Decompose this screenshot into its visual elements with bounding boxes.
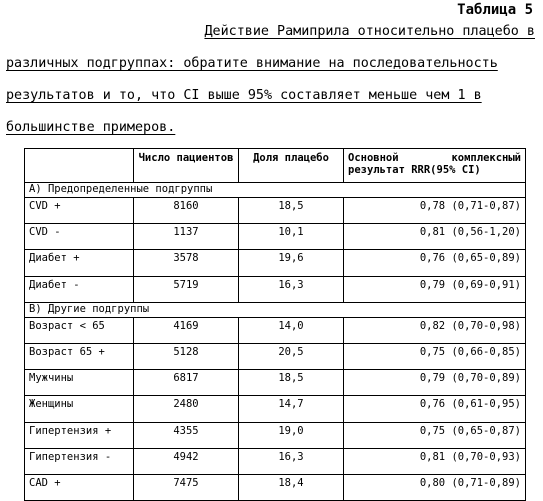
subgroup-name: Возраст 65 + [24,342,134,371]
rrr-result: 0,81 (0,70-0,93) [343,447,526,475]
section-row: B) Другие подгруппы [24,301,526,318]
header-row: Число пациентов Доля плацебо Основной ко… [24,148,526,183]
caption-line-3: результатов и то, что CI выше 95% состав… [6,88,482,103]
patients-count: 5719 [133,275,239,303]
header-result: Основной комплексный результат RRR(95% C… [343,148,526,183]
rrr-result: 0,81 (0,56-1,20) [343,223,526,251]
patients-count: 6817 [133,369,239,397]
table-row: Гипертензия - 4942 16,3 0,81 (0,70-0,93) [24,447,526,475]
rrr-result: 0,75 (0,66-0,85) [343,342,526,371]
rrr-result: 0,78 (0,71-0,87) [343,196,526,225]
patients-count: 1137 [133,223,239,251]
placebo-rate: 19,0 [238,421,344,449]
header-patients: Число пациентов [133,148,239,183]
placebo-rate: 10,1 [238,223,344,251]
patients-count: 4942 [133,447,239,475]
subgroup-name: Диабет + [24,249,134,277]
section-label: A) Предопределенные подгруппы [24,182,526,198]
section-row: A) Предопределенные подгруппы [24,182,526,198]
rrr-result: 0,75 (0,65-0,87) [343,421,526,449]
placebo-rate: 16,3 [238,275,344,303]
subgroup-name: Женщины [24,395,134,423]
rrr-result: 0,80 (0,71-0,89) [343,473,526,501]
subgroup-name: CVD + [24,196,134,225]
subgroup-name: Гипертензия - [24,447,134,475]
subgroup-name: Мужчины [24,369,134,397]
table-row: Гипертензия + 4355 19,0 0,75 (0,65-0,87) [24,421,526,449]
subgroup-name: Гипертензия + [24,421,134,449]
table-body: A) Предопределенные подгруппы CVD + 8160… [24,182,526,501]
header-placebo: Доля плацебо [238,148,344,183]
caption-line-2: различных подгруппах: обратите внимание … [6,56,498,71]
table-row: CVD - 1137 10,1 0,81 (0,56-1,20) [24,223,526,251]
table-row: CVD + 8160 18,5 0,78 (0,71-0,87) [24,196,526,225]
placebo-rate: 18,5 [238,196,344,225]
table-row: Возраст < 65 4169 14,0 0,82 (0,70-0,98) [24,316,526,344]
patients-count: 4355 [133,421,239,449]
patients-count: 7475 [133,473,239,501]
rrr-result: 0,76 (0,65-0,89) [343,249,526,277]
patients-count: 4169 [133,316,239,344]
placebo-rate: 14,7 [238,395,344,423]
placebo-rate: 20,5 [238,342,344,371]
header-subgroup [24,148,134,183]
placebo-rate: 19,6 [238,249,344,277]
table-row: Диабет - 5719 16,3 0,79 (0,69-0,91) [24,275,526,303]
table-row: Мужчины 6817 18,5 0,79 (0,70-0,89) [24,369,526,397]
placebo-rate: 18,4 [238,473,344,501]
subgroup-name: Возраст < 65 [24,316,134,344]
subgroup-name: Диабет - [24,275,134,303]
table-title: Таблица 5 [457,2,533,18]
subgroup-name: CVD - [24,223,134,251]
caption-line-1: Действие Рамиприла относительно плацебо … [204,24,535,39]
table-row: CAD + 7475 18,4 0,80 (0,71-0,89) [24,473,526,501]
rrr-result: 0,76 (0,61-0,95) [343,395,526,423]
table-row: Диабет + 3578 19,6 0,76 (0,65-0,89) [24,249,526,277]
patients-count: 5128 [133,342,239,371]
rrr-result: 0,79 (0,70-0,89) [343,369,526,397]
patients-count: 2480 [133,395,239,423]
table-row: Возраст 65 + 5128 20,5 0,75 (0,66-0,85) [24,342,526,371]
placebo-rate: 18,5 [238,369,344,397]
results-table: Число пациентов Доля плацебо Основной ко… [24,148,526,501]
rrr-result: 0,79 (0,69-0,91) [343,275,526,303]
section-label: B) Другие подгруппы [24,301,526,318]
rrr-result: 0,82 (0,70-0,98) [343,316,526,344]
placebo-rate: 16,3 [238,447,344,475]
subgroup-name: CAD + [24,473,134,501]
patients-count: 3578 [133,249,239,277]
table-row: Женщины 2480 14,7 0,76 (0,61-0,95) [24,395,526,423]
caption-line-4: большинстве примеров. [6,120,176,135]
placebo-rate: 14,0 [238,316,344,344]
patients-count: 8160 [133,196,239,225]
